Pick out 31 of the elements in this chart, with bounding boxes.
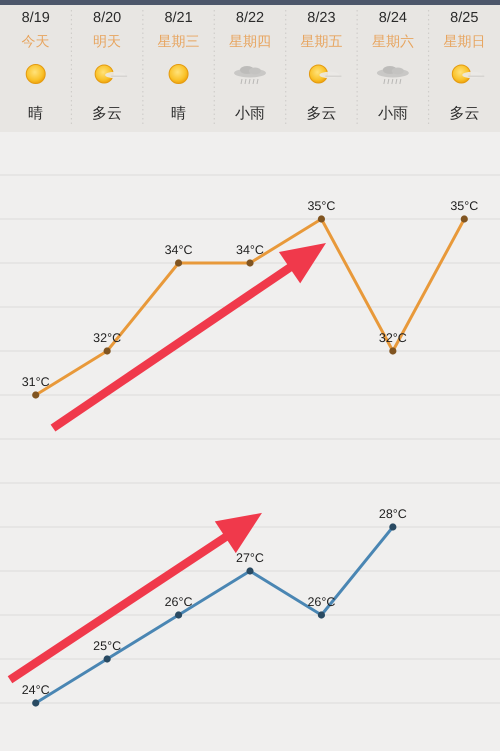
data-label: 27°C — [236, 551, 264, 565]
data-label: 28°C — [378, 507, 407, 521]
annotation: 多云 — [449, 105, 480, 122]
x-tick-label: 8/20 — [93, 10, 122, 26]
x-tick-label: 8/19 — [22, 10, 50, 26]
x-tick-label: 星期三 — [158, 33, 200, 49]
data-label: 25°C — [93, 639, 122, 653]
x-tick-label: 8/25 — [450, 10, 478, 26]
annotation: 晴 — [28, 105, 44, 122]
data-label: 34°C — [236, 243, 264, 257]
annotation: 晴 — [171, 105, 186, 122]
annotation: 多云 — [306, 105, 336, 122]
x-tick-label: 明天 — [93, 33, 122, 49]
x-tick-label: 星期六 — [372, 33, 414, 49]
data-label: 26°C — [164, 595, 193, 609]
x-tick-label: 8/22 — [236, 10, 264, 26]
x-tick-label: 星期五 — [300, 33, 342, 49]
annotation: 小雨 — [378, 105, 408, 122]
data-label: 31°C — [22, 375, 50, 389]
x-tick-label: 今天 — [22, 33, 50, 49]
data-label: 35°C — [450, 199, 478, 213]
x-tick-label: 8/21 — [164, 10, 193, 26]
x-tick-label: 8/23 — [307, 10, 336, 26]
data-label: 34°C — [164, 243, 193, 257]
annotation: 多云 — [92, 105, 122, 122]
data-label: 35°C — [307, 199, 336, 213]
x-tick-label: 星期四 — [229, 33, 271, 49]
x-tick-label: 星期日 — [443, 33, 486, 49]
annotation: 小雨 — [235, 105, 265, 122]
data-label: 24°C — [22, 683, 50, 697]
x-tick-label: 8/24 — [378, 10, 407, 26]
